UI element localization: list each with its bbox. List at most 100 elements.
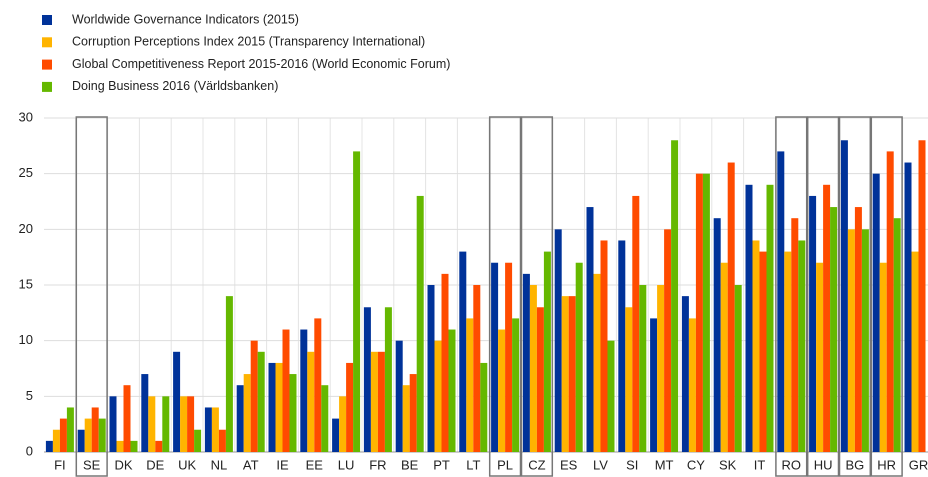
x-tick-label: UK	[178, 457, 196, 472]
y-tick-label: 5	[26, 388, 33, 403]
bar	[695, 173, 703, 452]
bar	[448, 329, 456, 452]
x-tick-label: DK	[114, 457, 132, 472]
bar	[830, 207, 838, 452]
highlight-box	[520, 116, 554, 477]
bar	[257, 351, 265, 452]
bar	[766, 184, 774, 453]
bar	[734, 285, 742, 452]
x-tick-label: BE	[401, 457, 419, 472]
bar	[529, 285, 537, 452]
x-tick-label: CZ	[528, 457, 545, 472]
bar	[236, 385, 244, 452]
bar	[98, 418, 106, 452]
bar	[377, 351, 385, 452]
bar	[155, 440, 163, 452]
highlight-box	[775, 116, 808, 477]
x-tick-label: FR	[369, 457, 386, 472]
bar	[854, 207, 862, 452]
bar	[911, 251, 919, 452]
bar	[130, 440, 138, 452]
x-tick-label: ES	[560, 457, 578, 472]
highlight-box	[75, 116, 108, 477]
bar	[416, 195, 424, 452]
bar	[681, 296, 689, 452]
x-tick-label: CY	[687, 457, 705, 472]
x-tick-label: IT	[754, 457, 766, 472]
legend-label: Worldwide Governance Indicators (2015)	[72, 12, 299, 26]
x-tick-label: LU	[338, 457, 355, 472]
bar	[498, 329, 506, 452]
bar	[632, 195, 640, 452]
bar	[384, 307, 392, 452]
bar	[840, 140, 848, 452]
x-tick-label: LT	[466, 457, 480, 472]
bar	[148, 396, 156, 452]
x-tick-label: FI	[54, 457, 66, 472]
x-tick-label: DE	[146, 457, 164, 472]
bar	[459, 251, 467, 452]
x-tick-label: MT	[655, 457, 674, 472]
bar	[561, 296, 569, 452]
bar	[522, 273, 530, 452]
bar	[791, 218, 799, 452]
bar	[84, 418, 92, 452]
legend-label: Doing Business 2016 (Världsbanken)	[72, 79, 278, 93]
bar	[211, 407, 219, 452]
x-tick-label: LV	[593, 457, 608, 472]
bar	[409, 374, 417, 452]
bar	[904, 162, 912, 453]
bar	[872, 173, 880, 452]
bar	[886, 151, 894, 452]
bar	[346, 362, 354, 452]
bar	[45, 440, 53, 452]
bar	[491, 262, 499, 452]
bar	[307, 351, 315, 452]
bar	[543, 251, 551, 452]
highlight-box	[488, 116, 522, 477]
x-tick-label: SE	[83, 457, 101, 472]
bar	[759, 251, 767, 452]
legend-swatch	[42, 37, 52, 48]
legend-label: Global Competitiveness Report 2015-2016 …	[72, 57, 450, 71]
bar	[809, 195, 817, 452]
x-tick-label: HU	[814, 457, 833, 472]
x-tick-label: HR	[877, 457, 896, 472]
y-tick-label: 30	[19, 109, 33, 124]
bar	[639, 285, 647, 452]
y-tick-label: 0	[26, 443, 33, 458]
x-tick-label: SI	[626, 457, 638, 472]
bar	[314, 318, 322, 452]
bar	[720, 262, 728, 452]
bar	[91, 407, 99, 452]
bar	[473, 285, 481, 452]
bar	[784, 251, 792, 452]
bar	[141, 374, 149, 452]
bar	[727, 162, 735, 453]
bar	[593, 273, 601, 452]
bar	[77, 429, 85, 452]
bar	[918, 140, 926, 452]
bar	[370, 351, 378, 452]
bar	[204, 407, 212, 452]
x-tick-label: SK	[719, 457, 737, 472]
bar	[427, 285, 435, 452]
bar	[289, 374, 297, 452]
bar	[225, 296, 233, 452]
bar	[671, 140, 679, 452]
bar	[536, 307, 544, 452]
bar	[745, 184, 753, 453]
bar	[607, 340, 615, 452]
bar	[625, 307, 633, 452]
highlight-box	[870, 116, 903, 477]
legend-swatch	[42, 15, 52, 25]
bar	[702, 173, 710, 452]
highlight-box	[838, 116, 872, 477]
bar	[243, 374, 251, 452]
bar	[353, 151, 361, 452]
bar	[893, 218, 901, 452]
bar	[568, 296, 576, 452]
legend-label: Corruption Perceptions Index 2015 (Trans…	[72, 35, 425, 49]
bar	[586, 207, 594, 452]
